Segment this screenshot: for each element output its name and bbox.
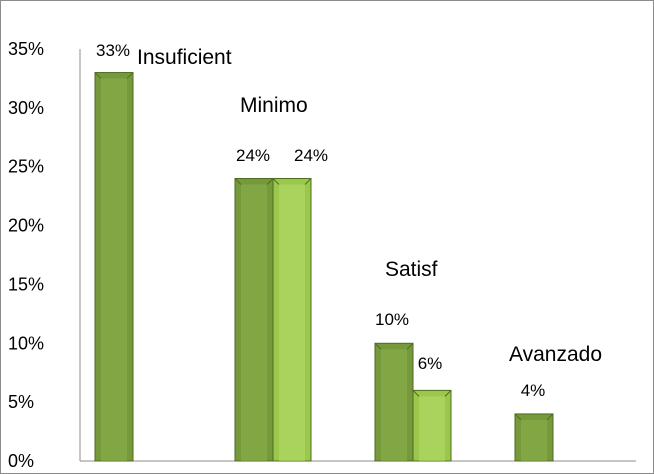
bar-value-label: 6% [418, 354, 443, 373]
bar [514, 413, 554, 462]
bar [234, 177, 274, 462]
bar [272, 177, 312, 462]
y-tick-label: 35% [8, 39, 44, 59]
category-annotation: Minimo [240, 94, 308, 117]
y-tick-labels: 0% 5% 10% 15% 20% 25% 30% 35% [8, 39, 44, 471]
bar [412, 389, 452, 462]
category-annotation: Satisf [385, 258, 438, 281]
bars [94, 72, 554, 462]
y-tick-label: 5% [8, 392, 34, 412]
y-tick-label: 0% [8, 451, 34, 471]
y-tick-label: 30% [8, 98, 44, 118]
y-tick-label: 20% [8, 216, 44, 236]
category-annotations: Insuficient Minimo Satisf Avanzado [137, 46, 602, 366]
category-annotation: Insuficient [137, 46, 232, 69]
bar-value-label: 33% [96, 41, 130, 60]
bar-value-label: 4% [521, 381, 546, 400]
bar [374, 342, 414, 462]
y-tick-label: 25% [8, 157, 44, 177]
bar-value-label: 24% [294, 146, 328, 165]
bar-value-label: 24% [236, 146, 270, 165]
category-annotation: Avanzado [509, 343, 602, 366]
y-tick-label: 10% [8, 333, 44, 353]
bar [94, 72, 134, 462]
bar-value-label: 10% [375, 310, 409, 329]
bar-value-labels: 33% 24% 24% 10% 6% 4% [96, 41, 545, 400]
y-tick-label: 15% [8, 274, 44, 294]
